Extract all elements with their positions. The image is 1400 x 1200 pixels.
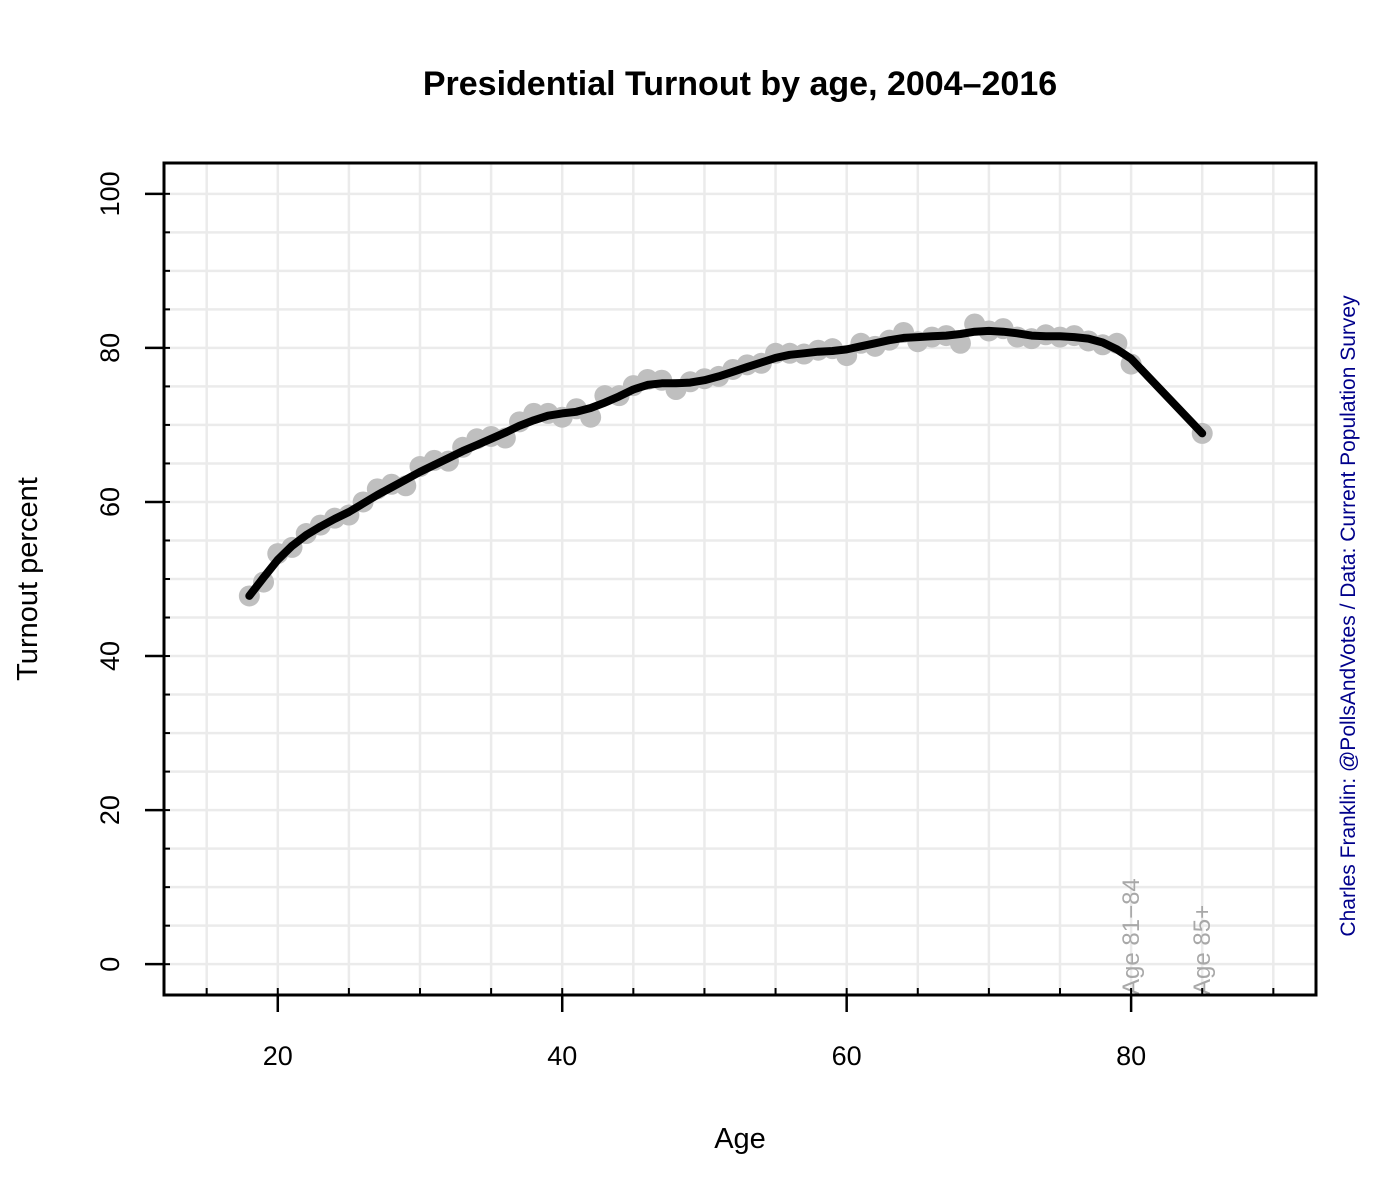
smooth-line	[245, 326, 1207, 600]
annotation-label: Age 85+	[1189, 905, 1216, 995]
annotation-label: Age 81−84	[1118, 878, 1145, 995]
y-tick-label: 60	[95, 487, 125, 517]
smooth-line-layer	[245, 326, 1207, 600]
x-tick-label: 20	[263, 1041, 293, 1071]
y-tick-label: 40	[95, 641, 125, 671]
axis-ticks: 20 40 60 80 0 20 40 60 80 100	[95, 171, 1275, 1071]
x-tick-label: 80	[1116, 1041, 1146, 1071]
y-tick-label: 20	[95, 795, 125, 825]
y-tick-label: 100	[95, 171, 125, 216]
x-axis-title: Age	[714, 1123, 766, 1155]
y-tick-label: 0	[95, 957, 125, 972]
credit-text: Charles Franklin: @PollsAndVotes / Data:…	[1337, 295, 1360, 937]
x-tick-label: 60	[832, 1041, 862, 1071]
y-tick-label: 80	[95, 333, 125, 363]
x-tick-label: 40	[547, 1041, 577, 1071]
y-axis-title: Turnout percent	[12, 477, 44, 681]
grid-lines	[164, 163, 1316, 995]
annotations: Age 81−84 Age 85+	[1118, 878, 1216, 995]
chart-title: Presidential Turnout by age, 2004–2016	[423, 65, 1057, 103]
